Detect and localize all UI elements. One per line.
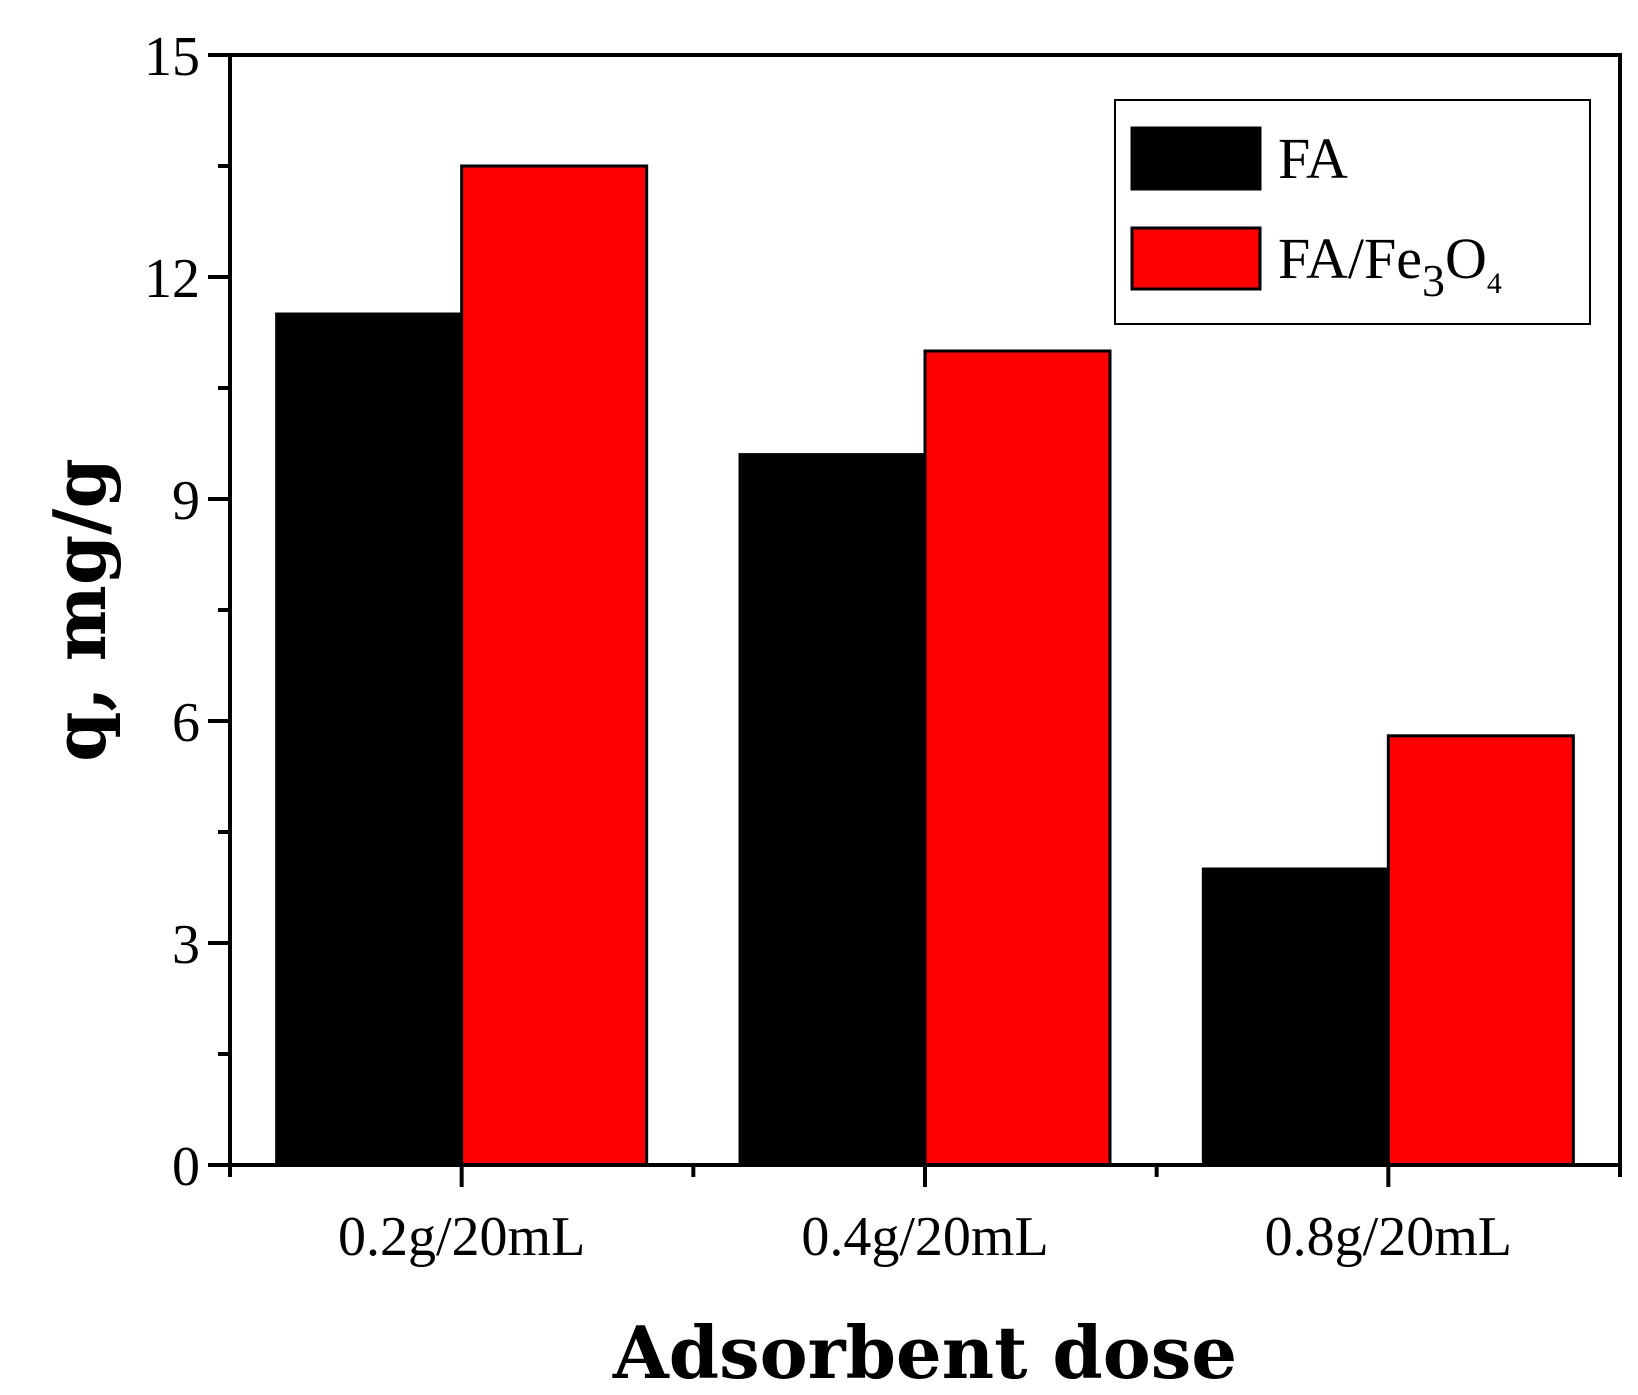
legend: FA FA/Fe3O4: [1114, 99, 1591, 325]
legend-label-main: FA/Fe: [1278, 226, 1422, 291]
y-axis-title: q, mg/g: [37, 458, 122, 762]
y-tick-label: 3: [172, 914, 200, 976]
bar-fa-2: [1201, 867, 1390, 1167]
bar-fa-fe3o4-2: [1386, 734, 1575, 1167]
legend-swatch-fa-fe3o4: [1130, 226, 1262, 291]
x-tick-label: 0.8g/20mL: [1265, 1206, 1512, 1268]
bar-fa-fe3o4-0: [460, 164, 649, 1167]
legend-label-sub-4: 4: [1487, 267, 1502, 300]
legend-label-fa: FA: [1278, 126, 1348, 191]
ticks-group: [208, 53, 1622, 1187]
x-tick-label: 0.4g/20mL: [801, 1206, 1048, 1268]
legend-swatch-fa: [1130, 126, 1262, 191]
y-tick-label: 15: [144, 26, 200, 88]
bars-group: [275, 164, 1575, 1167]
x-tick-labels: 0.2g/20mL 0.4g/20mL 0.8g/20mL: [338, 1206, 1512, 1268]
y-tick-label: 12: [144, 248, 200, 310]
y-tick-labels: 0 3 6 9 12 15: [144, 26, 200, 1198]
legend-label-fa-fe3o4: FA/Fe3O4: [1278, 226, 1502, 306]
x-tick-label: 0.2g/20mL: [338, 1206, 585, 1268]
legend-label-sub-3: 3: [1422, 255, 1445, 306]
bar-fa-fe3o4-1: [923, 349, 1112, 1167]
y-tick-label: 9: [172, 470, 200, 532]
bar-fa-0: [275, 312, 464, 1167]
legend-label-mid: O: [1445, 226, 1487, 291]
y-tick-label: 0: [172, 1136, 200, 1198]
x-axis-title: Adsorbent dose: [612, 1310, 1237, 1395]
y-tick-label: 6: [172, 692, 200, 754]
bar-fa-1: [738, 453, 927, 1167]
